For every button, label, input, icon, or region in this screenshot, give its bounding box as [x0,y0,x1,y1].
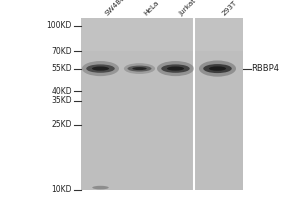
Ellipse shape [157,61,194,76]
Text: 55KD: 55KD [51,64,72,73]
Text: 100KD: 100KD [46,21,72,30]
Ellipse shape [161,64,190,73]
Text: HeLa: HeLa [142,0,160,17]
Text: 10KD: 10KD [52,186,72,194]
Text: 35KD: 35KD [51,96,72,105]
Ellipse shape [132,67,147,70]
Ellipse shape [82,61,119,76]
Ellipse shape [124,63,155,74]
Text: Jurkat: Jurkat [178,0,198,17]
Ellipse shape [128,66,152,72]
Ellipse shape [92,66,109,71]
Text: 293T: 293T [220,0,238,17]
Bar [81,18,243,190]
Text: SW480: SW480 [103,0,126,17]
Text: 25KD: 25KD [52,120,72,129]
Bar [81,18,243,51]
Text: 40KD: 40KD [51,87,72,96]
Ellipse shape [203,64,232,73]
Text: RBBP4: RBBP4 [251,64,279,73]
Ellipse shape [199,60,236,77]
Ellipse shape [167,66,184,71]
Ellipse shape [86,64,115,73]
Ellipse shape [92,186,109,189]
Ellipse shape [209,66,226,71]
Text: 70KD: 70KD [51,47,72,56]
